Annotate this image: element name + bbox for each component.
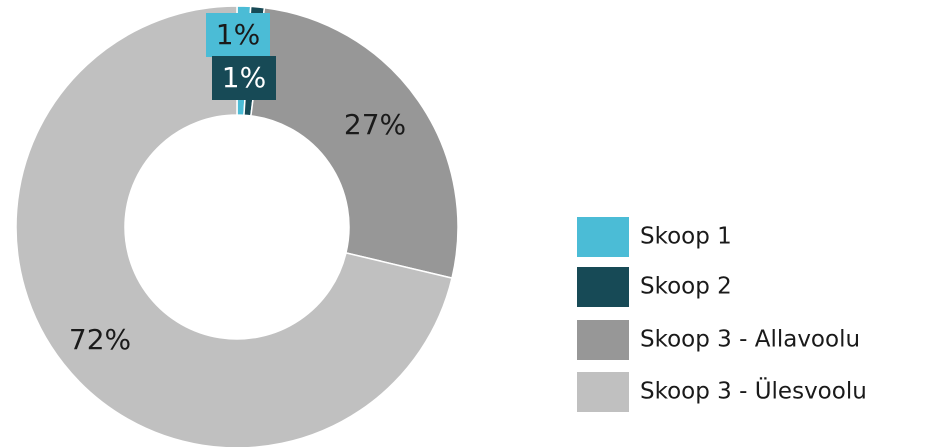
data-label: 1% xyxy=(216,18,260,51)
legend-swatch xyxy=(577,217,629,257)
donut-slice xyxy=(15,5,453,447)
legend-swatch xyxy=(577,320,629,360)
data-label: 1% xyxy=(222,61,266,94)
legend-label: Skoop 1 xyxy=(640,224,732,250)
legend-swatch xyxy=(577,372,629,412)
legend-label: Skoop 3 - Allavoolu xyxy=(640,327,860,353)
donut-slice xyxy=(250,6,459,279)
data-label: 27% xyxy=(344,108,406,141)
data-label: 72% xyxy=(69,323,131,356)
legend-label: Skoop 2 xyxy=(640,274,732,300)
legend-label: Skoop 3 - Ülesvoolu xyxy=(640,377,867,405)
label-box xyxy=(206,13,270,57)
label-box xyxy=(212,56,276,100)
legend-swatch xyxy=(577,267,629,307)
